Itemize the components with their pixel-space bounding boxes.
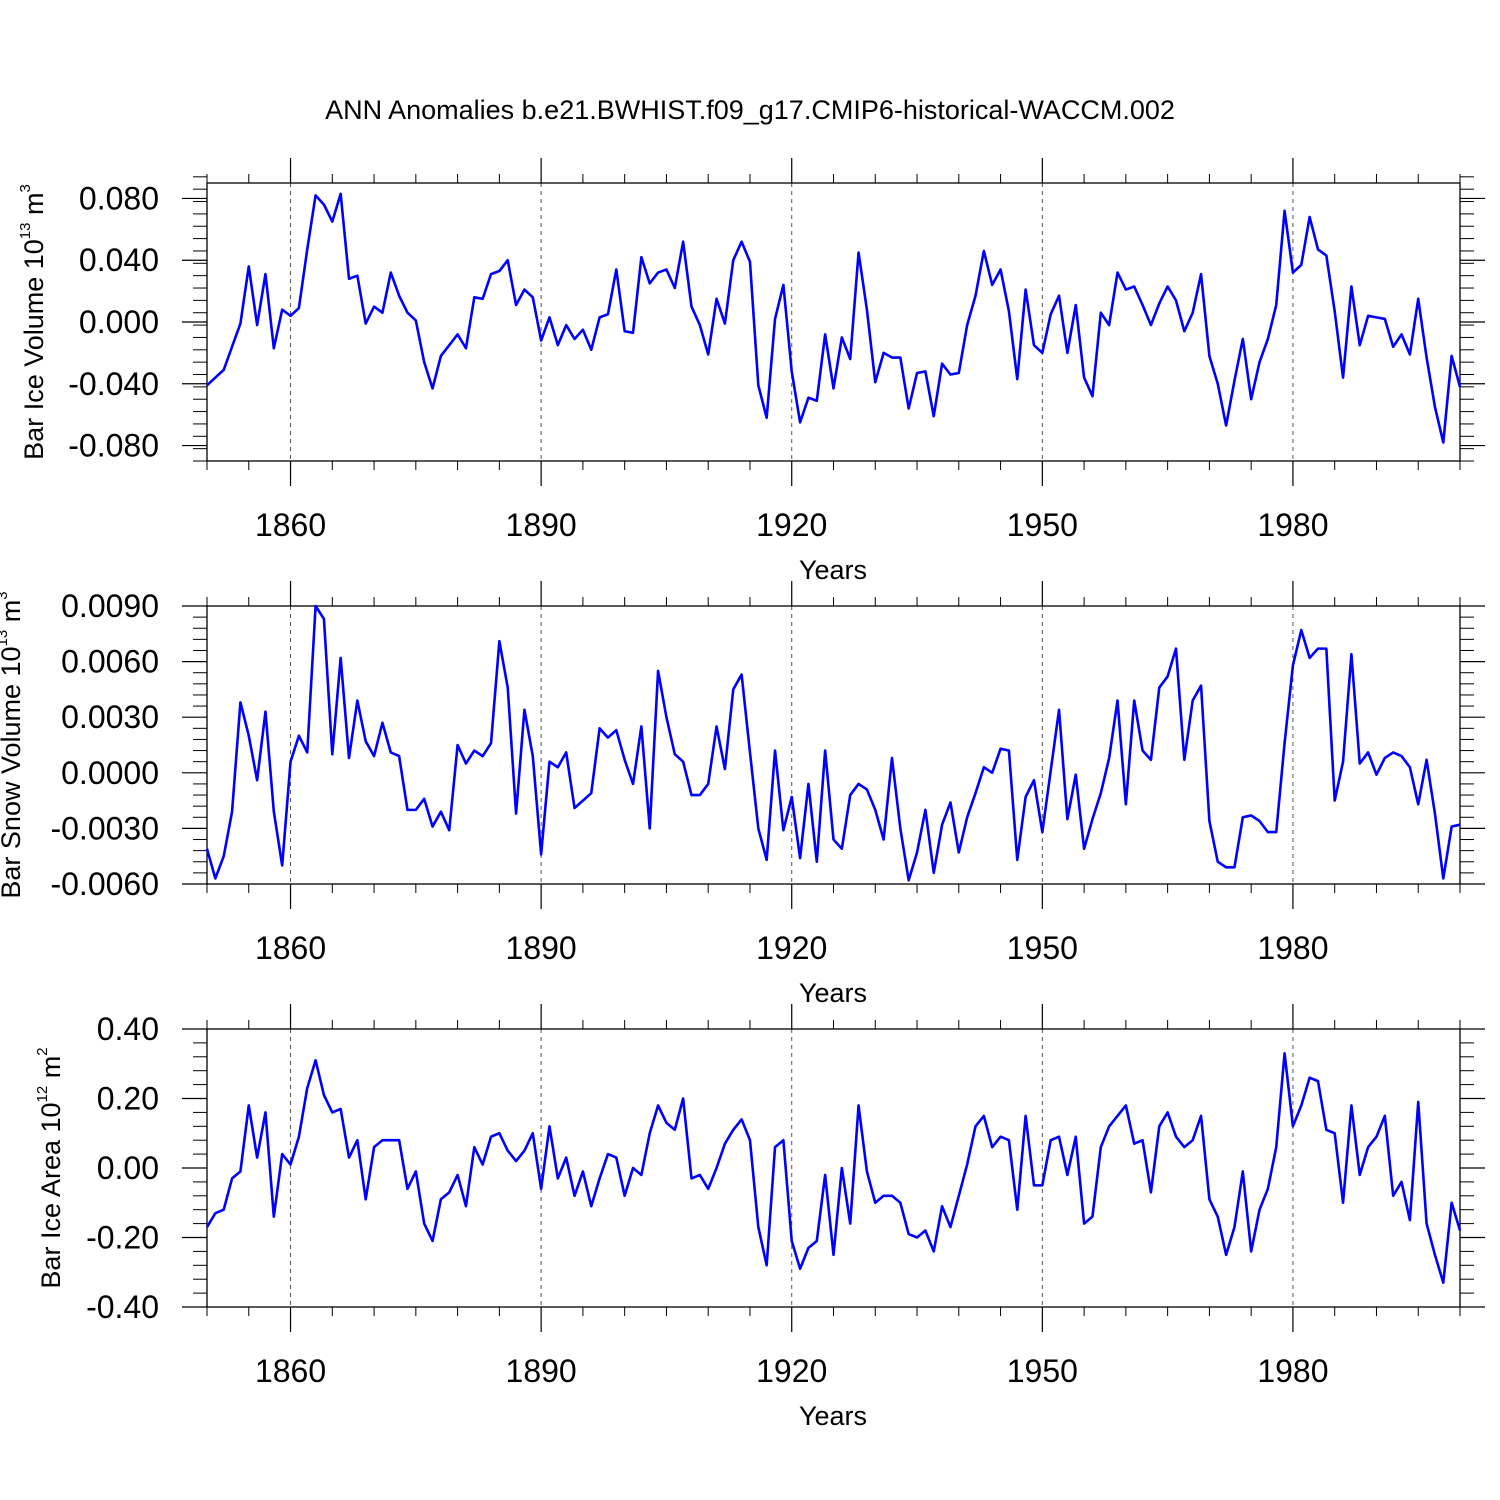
y-tick-label: 0.0060 bbox=[61, 644, 159, 680]
x-tick-label: 1890 bbox=[506, 930, 577, 966]
y-axis-label-part: Bar Ice Volume 10 bbox=[19, 239, 49, 460]
y-tick-label: 0.20 bbox=[97, 1081, 159, 1117]
series-line-bar-ice-area bbox=[205, 1052, 1462, 1284]
y-tick-label: -0.20 bbox=[86, 1220, 159, 1256]
y-tick-label: 0.000 bbox=[79, 304, 159, 340]
x-tick-label: 1890 bbox=[506, 507, 577, 543]
y-axis-label-exponent: 3 bbox=[17, 184, 34, 192]
x-tick-label: 1860 bbox=[255, 930, 326, 966]
y-axis-label-exponent: 13 bbox=[0, 630, 11, 647]
y-tick-label: 0.40 bbox=[97, 1011, 159, 1047]
x-tick-label: 1980 bbox=[1257, 930, 1328, 966]
y-axis-label-part: m bbox=[0, 600, 26, 630]
y-tick-label: -0.0030 bbox=[50, 810, 159, 846]
y-axis-label: Bar Ice Area 1012 m2 bbox=[34, 1047, 66, 1288]
x-tick-label: 1980 bbox=[1257, 507, 1328, 543]
x-tick-label: 1950 bbox=[1007, 1353, 1078, 1389]
x-tick-label: 1920 bbox=[756, 930, 827, 966]
y-axis-label-part: Bar Snow Volume 10 bbox=[0, 646, 26, 898]
plot-frame bbox=[206, 1028, 1461, 1308]
y-axis-label: Bar Ice Volume 1013 m3 bbox=[17, 184, 49, 460]
panel-3: 1860 1890 1920 1950 1980 -0.40 -0.20 0.00 0.20 0.… bbox=[34, 1004, 1485, 1431]
x-tick-label: 1860 bbox=[255, 1353, 326, 1389]
y-tick-label: -0.080 bbox=[68, 428, 159, 464]
y-axis-label-exponent: 12 bbox=[34, 1086, 51, 1103]
y-axis-label-exponent: 2 bbox=[34, 1047, 51, 1055]
chart-title: ANN Anomalies b.e21.BWHIST.f09_g17.CMIP6… bbox=[325, 95, 1175, 125]
series-line-bar-snow-volume bbox=[205, 604, 1461, 882]
y-tick-label: -0.40 bbox=[86, 1289, 159, 1325]
x-tick-label: 1890 bbox=[506, 1353, 577, 1389]
y-tick-label: 0.00 bbox=[97, 1150, 159, 1186]
y-tick-label: -0.040 bbox=[68, 366, 159, 402]
y-tick-label: 0.0030 bbox=[61, 699, 159, 735]
x-tick-label: 1920 bbox=[756, 507, 827, 543]
plot-frame bbox=[206, 182, 1461, 462]
x-tick-label: 1920 bbox=[756, 1353, 827, 1389]
y-axis-label-part: Bar Ice Area 10 bbox=[36, 1102, 66, 1288]
y-axis-label: Bar Snow Volume 1013 m3 bbox=[0, 591, 26, 898]
x-tick-label: 1860 bbox=[255, 507, 326, 543]
x-axis-label: Years bbox=[799, 978, 867, 1008]
x-axis-label: Years bbox=[799, 555, 867, 585]
y-axis-label-part: m bbox=[19, 193, 49, 223]
y-tick-label: 0.080 bbox=[79, 180, 159, 216]
plot-frame bbox=[206, 605, 1461, 885]
x-tick-label: 1950 bbox=[1007, 507, 1078, 543]
x-tick-label: 1950 bbox=[1007, 930, 1078, 966]
series-line-bar-ice-volume bbox=[206, 192, 1462, 444]
x-tick-label: 1980 bbox=[1257, 1353, 1328, 1389]
y-tick-label: -0.0060 bbox=[50, 866, 159, 902]
y-tick-label: 0.0000 bbox=[61, 755, 159, 791]
y-axis-label-part: m bbox=[36, 1056, 66, 1086]
y-tick-label: 0.0090 bbox=[61, 588, 159, 624]
panel-1: 1860 1890 1920 1950 1980 -0.080 -0.040 0.000 0.0… bbox=[17, 158, 1485, 585]
panel-2: 1860 1890 1920 1950 1980 -0.0060 -0.0030 0.0000… bbox=[0, 581, 1485, 1008]
y-tick-label: 0.040 bbox=[79, 242, 159, 278]
x-axis-label: Years bbox=[799, 1401, 867, 1431]
y-axis-label-exponent: 3 bbox=[0, 591, 11, 599]
y-axis-label-exponent: 13 bbox=[17, 223, 34, 240]
